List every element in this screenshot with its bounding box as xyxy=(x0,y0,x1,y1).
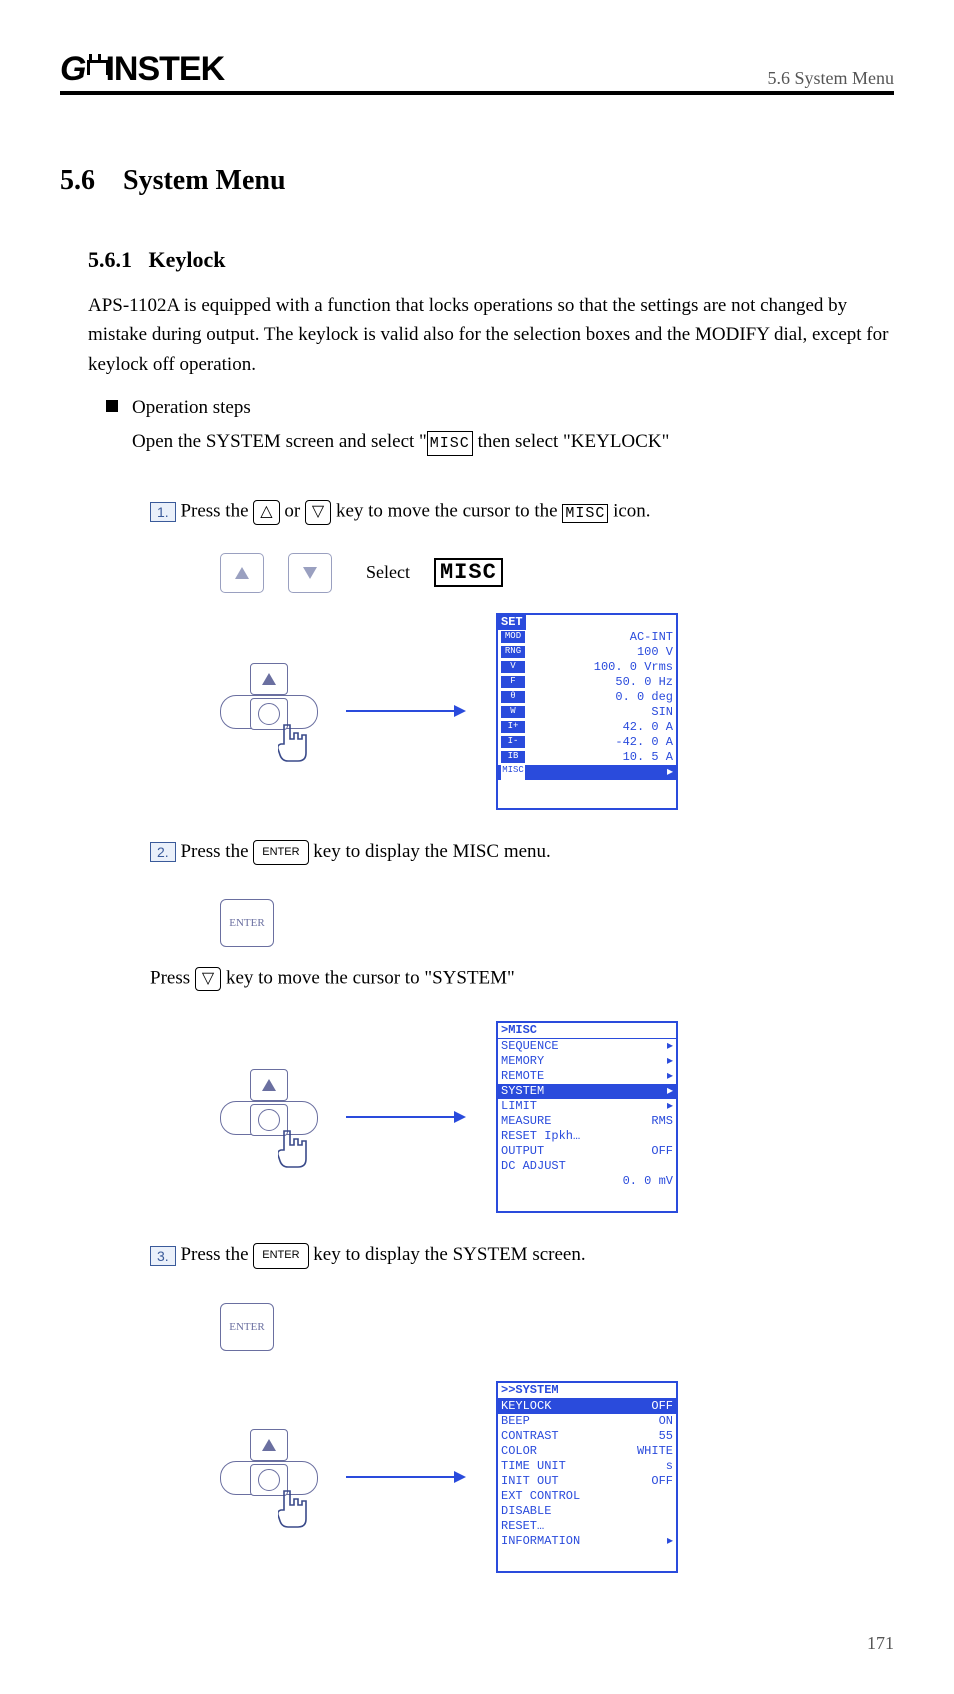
select-label: Select xyxy=(366,562,410,583)
step-3: 3. Press the ENTER key to display the SY… xyxy=(150,1243,894,1268)
keys-illustration-row: Select MISC xyxy=(220,553,894,593)
arrow-right-icon xyxy=(346,1109,466,1125)
arrow-right-icon xyxy=(346,1469,466,1485)
page-number: 171 xyxy=(60,1633,894,1654)
subsection-number: 5.6.1 xyxy=(88,247,132,272)
down-key-icon: ▽ xyxy=(305,500,331,524)
step-number-2: 2. xyxy=(150,842,176,862)
dpad-illustration xyxy=(220,1429,316,1525)
hand-pointer-icon xyxy=(278,1487,308,1531)
step-number-3: 3. xyxy=(150,1246,176,1266)
operation-steps-label: Operation steps xyxy=(132,393,894,422)
hand-pointer-icon xyxy=(278,721,308,765)
dpad-illustration xyxy=(220,663,316,759)
enter-key-illustration: ENTER xyxy=(220,899,274,947)
step-number-1: 1. xyxy=(150,502,176,522)
section-title: 5.6 System Menu xyxy=(60,165,894,197)
big-up-key xyxy=(220,553,264,593)
hand-pointer-icon xyxy=(278,1127,308,1171)
brand-logo: GINSTEK xyxy=(60,50,224,89)
bullet-square-icon xyxy=(106,400,118,412)
enter-key-inline: ENTER xyxy=(253,840,308,865)
up-key-icon: △ xyxy=(253,500,279,524)
lcd-system-menu: >>SYSTEMKEYLOCKOFFBEEPONCONTRAST55COLORW… xyxy=(496,1381,678,1573)
lcd-misc-menu: >MISCSEQUENCE▸MEMORY▸REMOTE▸SYSTEM▸LIMIT… xyxy=(496,1021,678,1213)
section-number: 5.6 xyxy=(60,165,95,196)
misc-badge-icon: MISC xyxy=(562,504,608,523)
page-header: GINSTEK 5.6 System Menu xyxy=(60,50,894,95)
intro-paragraph: APS-1102A is equipped with a function th… xyxy=(88,291,894,379)
section-name: System Menu xyxy=(123,165,286,196)
step-1: 1. Press the △ or ▽ key to move the curs… xyxy=(150,500,894,524)
big-down-key xyxy=(288,553,332,593)
down-key-icon: ▽ xyxy=(195,967,221,991)
subsection-name: Keylock xyxy=(149,247,226,272)
misc-badge-icon: MISC xyxy=(427,431,473,456)
lcd-set-screen: SETMODAC-INTRNG100 VV100. 0 VrmsF50. 0 H… xyxy=(496,613,678,810)
operation-steps-text: Open the SYSTEM screen and select "MISC … xyxy=(132,427,894,456)
arrow-right-icon xyxy=(346,703,466,719)
subsection-title: 5.6.1 Keylock xyxy=(88,247,894,273)
misc-big-badge: MISC xyxy=(434,558,503,587)
step-2b: Press ▽ key to move the cursor to "SYSTE… xyxy=(150,967,894,991)
dpad-illustration xyxy=(220,1069,316,1165)
enter-key-illustration: ENTER xyxy=(220,1303,274,1351)
step-2: 2. Press the ENTER key to display the MI… xyxy=(150,840,894,865)
header-section-label: 5.6 System Menu xyxy=(767,68,894,89)
enter-key-inline: ENTER xyxy=(253,1243,308,1268)
